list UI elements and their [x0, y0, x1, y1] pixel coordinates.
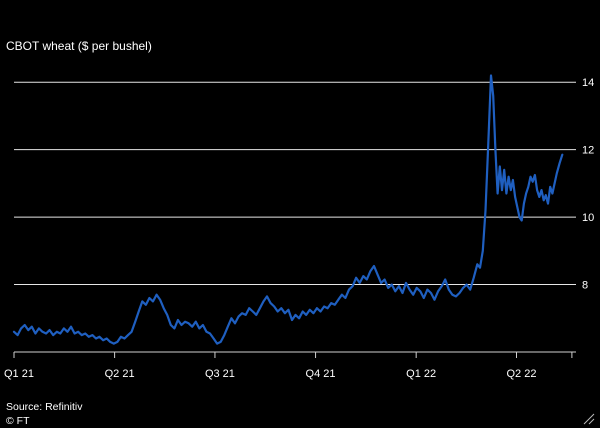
- gridlines: [14, 81, 576, 286]
- chart-title: CBOT wheat ($ per bushel): [6, 39, 152, 53]
- y-axis-ticks: 8 10 12 14: [582, 77, 594, 291]
- y-tick-label: 8: [582, 280, 588, 292]
- resize-corner-icon: [583, 413, 595, 425]
- y-tick-label: 10: [582, 212, 594, 224]
- y-tick-label: 12: [582, 145, 594, 157]
- x-tick-label: Q3 21: [205, 368, 235, 380]
- source-note: Source: Refinitiv: [6, 401, 83, 413]
- x-tick-label: Q1 21: [4, 368, 34, 380]
- x-tick-label: Q1 22: [406, 368, 436, 380]
- x-axis-ticks: Q1 21 Q2 21 Q3 21 Q4 21 Q1 22 Q2 22: [4, 352, 573, 380]
- x-tick-label: Q2 22: [507, 368, 537, 380]
- wheat-price-line: [12, 74, 564, 345]
- x-tick-label: Q4 21: [306, 368, 336, 380]
- y-tick-label: 14: [582, 77, 594, 89]
- x-tick-label: Q2 21: [105, 368, 135, 380]
- ft-credit: © FT: [6, 415, 30, 427]
